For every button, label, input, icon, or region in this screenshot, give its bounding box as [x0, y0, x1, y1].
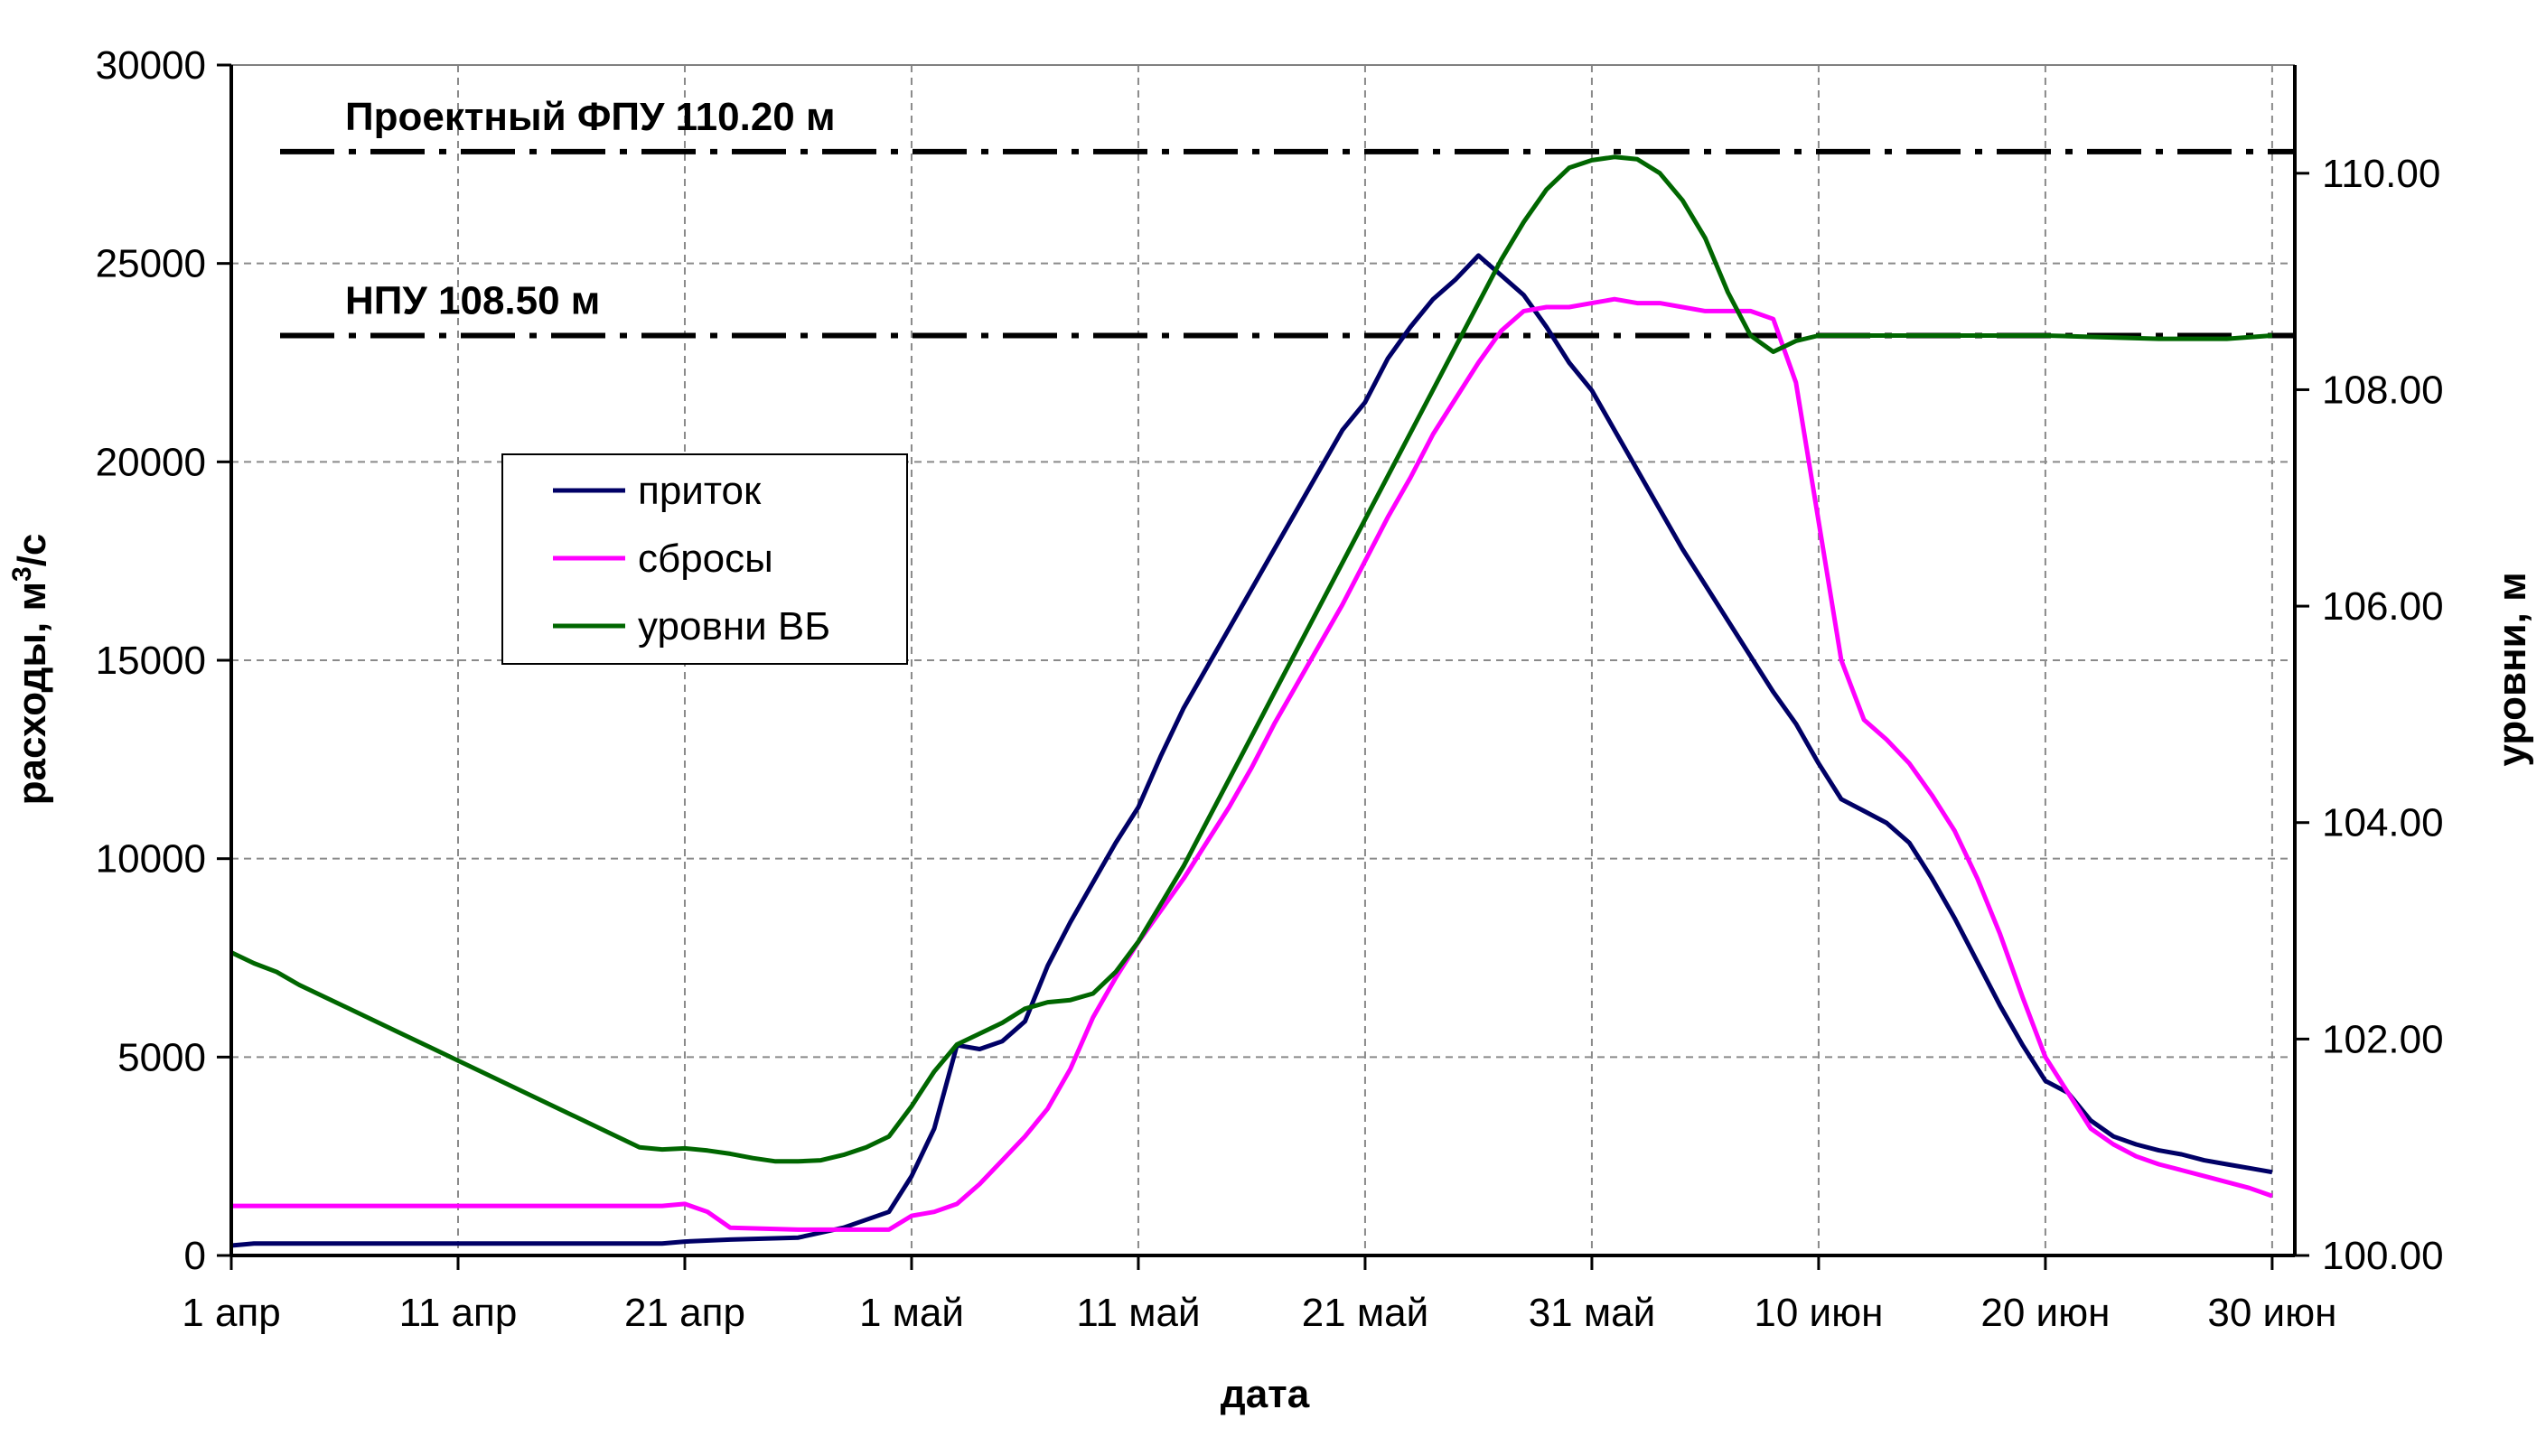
y2-tick-label: 102.00	[2322, 1017, 2444, 1061]
series-lines	[229, 154, 2273, 1248]
y-axis-title-main: расходы, м	[10, 582, 54, 805]
x-tick-label: 21 май	[1302, 1291, 1428, 1335]
y-tick-label: 15000	[96, 639, 206, 683]
y2-tick-label: 106.00	[2322, 584, 2444, 629]
axes	[217, 63, 2309, 1270]
legend-label-inflow: приток	[638, 469, 762, 513]
y2-tick-label: 104.00	[2322, 801, 2444, 845]
reference-line-label: НПУ 108.50 м	[345, 279, 600, 323]
y-tick-label: 20000	[96, 440, 206, 484]
reference-lines: Проектный ФПУ 110.20 м НПУ 108.50 м	[280, 95, 2295, 339]
y-tick-label: 10000	[96, 837, 206, 882]
y2-tick-label: 100.00	[2322, 1234, 2444, 1278]
y2-tick-label: 108.00	[2322, 368, 2444, 412]
legend: приток сбросы уровни ВБ	[501, 453, 908, 665]
y2-axis-title: уровни, м	[2490, 572, 2534, 766]
y-axis-title: расходы, м3/с	[7, 534, 54, 806]
x-tick-label: 1 май	[859, 1291, 964, 1335]
x-tick-label: 31 май	[1529, 1291, 1655, 1335]
x-tick-label: 11 май	[1076, 1291, 1200, 1335]
x-tick-label: 1 апр	[182, 1291, 280, 1335]
x-tick-label: 20 июн	[1980, 1291, 2110, 1335]
x-axis-title: дата	[1221, 1372, 1310, 1416]
series-line	[229, 154, 2273, 1164]
series-line	[231, 296, 2273, 1232]
y-axis-title-tail: /с	[10, 534, 54, 567]
legend-label-levels: уровни ВБ	[638, 604, 830, 649]
y-tick-label: 0	[184, 1234, 206, 1278]
y-axis-title-superscript: 3	[7, 566, 37, 582]
y-tick-label: 5000	[117, 1035, 206, 1079]
x-tick-label: 10 июн	[1754, 1291, 1883, 1335]
x-tick-label: 21 апр	[624, 1291, 745, 1335]
x-tick-label: 11 апр	[399, 1291, 518, 1335]
y-tick-label: 25000	[96, 242, 206, 286]
tick-labels: 1 апр 11 апр 21 апр 1 май 11 май 21 май 31 май…	[96, 43, 2444, 1335]
x-tick-label: 30 июн	[2207, 1291, 2336, 1335]
y2-tick-label: 110.00	[2322, 152, 2440, 196]
series-line	[230, 253, 2273, 1248]
y-tick-label: 30000	[96, 43, 206, 88]
reference-line-label: Проектный ФПУ 110.20 м	[345, 95, 836, 139]
legend-label-discharge: сбросы	[638, 537, 773, 581]
